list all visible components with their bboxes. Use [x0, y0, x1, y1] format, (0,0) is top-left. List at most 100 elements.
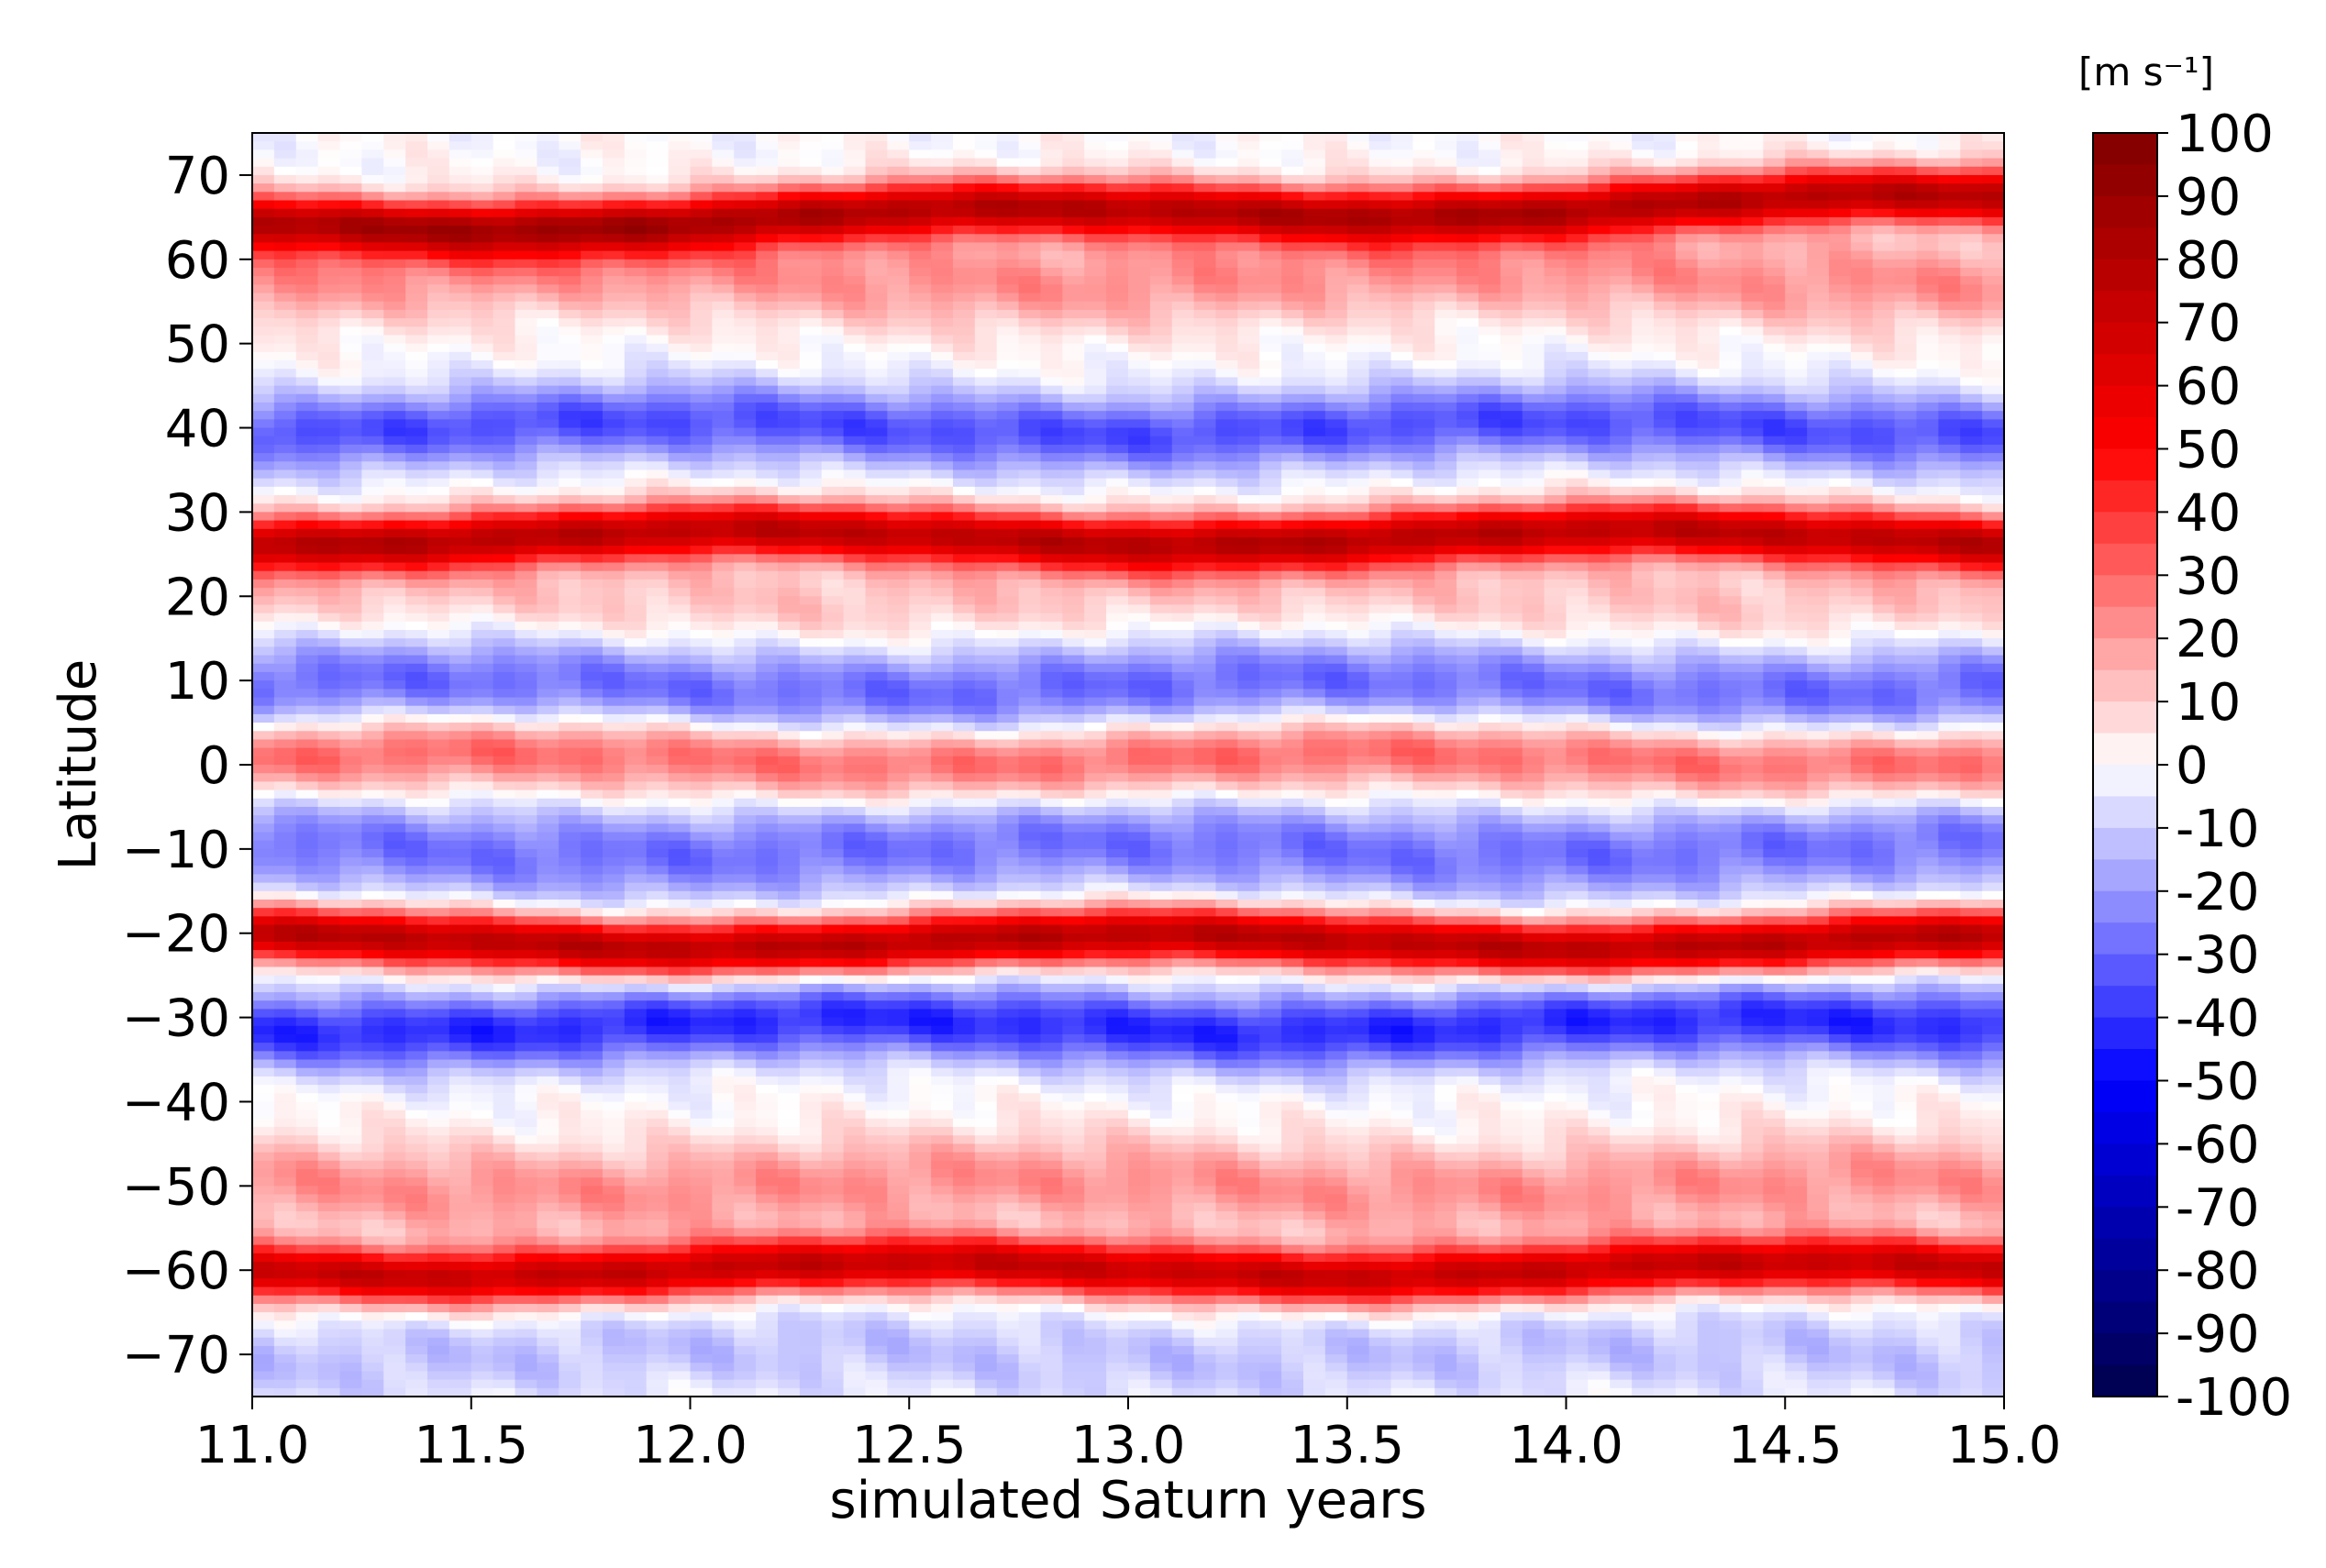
heatmap-cell — [493, 723, 516, 732]
heatmap-cell — [865, 1051, 888, 1061]
heatmap-cell — [624, 343, 648, 353]
heatmap-cell — [799, 242, 823, 252]
heatmap-cell — [843, 1244, 867, 1254]
heatmap-cell — [756, 133, 779, 142]
heatmap-cell — [799, 1033, 823, 1043]
heatmap-cell — [427, 941, 450, 951]
heatmap-cell — [799, 1127, 823, 1136]
heatmap-cell — [690, 149, 713, 160]
heatmap-cell — [778, 671, 801, 681]
heatmap-cell — [559, 1345, 582, 1355]
heatmap-cell — [273, 638, 297, 647]
heatmap-cell — [471, 950, 494, 959]
heatmap-cell — [821, 419, 845, 429]
heatmap-cell — [537, 377, 559, 387]
heatmap-cell — [339, 765, 362, 774]
heatmap-cell — [361, 975, 384, 985]
heatmap-cell — [361, 705, 384, 715]
heatmap-cell — [603, 1127, 626, 1136]
heatmap-cell — [887, 1017, 910, 1027]
heatmap-cell — [646, 226, 670, 235]
heatmap-cell — [887, 908, 910, 917]
heatmap-cell — [909, 1000, 932, 1010]
heatmap-cell — [537, 1228, 559, 1238]
heatmap-cell — [273, 335, 297, 345]
heatmap-cell — [273, 546, 297, 555]
heatmap-cell — [668, 1202, 692, 1212]
heatmap-cell — [799, 908, 823, 917]
heatmap-cell — [361, 234, 384, 244]
heatmap-cell — [624, 697, 648, 707]
heatmap-cell — [405, 815, 428, 824]
heatmap-cell — [339, 436, 362, 446]
heatmap-cell — [252, 1025, 275, 1035]
heatmap-cell — [339, 554, 362, 564]
heatmap-cell — [690, 1236, 713, 1246]
heatmap-cell — [821, 192, 845, 202]
heatmap-cell — [317, 436, 341, 446]
heatmap-cell — [449, 183, 472, 193]
heatmap-cell — [295, 680, 319, 690]
heatmap-cell — [383, 242, 406, 252]
heatmap-cell — [252, 293, 275, 303]
heatmap-cell — [449, 689, 472, 699]
heatmap-cell — [515, 866, 537, 876]
heatmap-cell — [405, 1295, 428, 1305]
heatmap-cell — [537, 1387, 559, 1397]
heatmap-cell — [931, 226, 954, 235]
heatmap-cell — [471, 1085, 494, 1094]
heatmap-cell — [537, 393, 559, 403]
heatmap-cell — [712, 520, 735, 530]
heatmap-cell — [295, 216, 319, 226]
heatmap-cell — [821, 411, 845, 420]
heatmap-cell — [273, 1270, 297, 1279]
heatmap-cell — [515, 1210, 537, 1220]
heatmap-cell — [887, 747, 910, 757]
heatmap-cell — [559, 1312, 582, 1321]
heatmap-cell — [799, 369, 823, 379]
heatmap-cell — [515, 1135, 537, 1144]
heatmap-cell — [734, 1135, 757, 1144]
heatmap-cell — [603, 1286, 626, 1297]
heatmap-cell — [449, 1262, 472, 1271]
heatmap-cell — [887, 781, 910, 791]
heatmap-cell — [821, 806, 845, 816]
heatmap-cell — [865, 1262, 888, 1271]
heatmap-cell — [559, 1186, 582, 1196]
heatmap-cell — [909, 646, 932, 657]
heatmap-cell — [339, 1244, 362, 1254]
heatmap-cell — [953, 1160, 976, 1170]
heatmap-cell — [515, 1387, 537, 1397]
heatmap-cell — [449, 705, 472, 715]
heatmap-cell — [799, 528, 823, 538]
heatmap-cell — [603, 1093, 626, 1103]
heatmap-cell — [734, 596, 757, 606]
heatmap-cell — [515, 436, 537, 446]
heatmap-cell — [493, 765, 516, 774]
heatmap-cell — [405, 1127, 428, 1136]
heatmap-cell — [712, 1303, 735, 1313]
heatmap-cell — [931, 1244, 954, 1254]
heatmap-cell — [821, 335, 845, 345]
heatmap-cell — [756, 1262, 779, 1271]
heatmap-cell — [471, 1177, 494, 1187]
heatmap-cell — [909, 621, 932, 631]
heatmap-cell — [252, 874, 275, 884]
heatmap-cell — [865, 1220, 888, 1229]
heatmap-cell — [427, 1236, 450, 1246]
heatmap-cell — [252, 1051, 275, 1061]
heatmap-cell — [537, 546, 559, 555]
heatmap-cell — [821, 1135, 845, 1144]
heatmap-cell — [931, 630, 954, 639]
heatmap-cell — [690, 1320, 713, 1331]
heatmap-cell — [427, 478, 450, 488]
heatmap-cell — [537, 840, 559, 850]
heatmap-cell — [843, 1286, 867, 1297]
heatmap-cell — [734, 1253, 757, 1263]
heatmap-cell — [712, 1371, 735, 1381]
heatmap-cell — [471, 1160, 494, 1170]
heatmap-cell — [821, 1017, 845, 1027]
heatmap-cell — [624, 596, 648, 606]
heatmap-cell — [581, 1017, 604, 1027]
heatmap-cell — [778, 486, 801, 496]
